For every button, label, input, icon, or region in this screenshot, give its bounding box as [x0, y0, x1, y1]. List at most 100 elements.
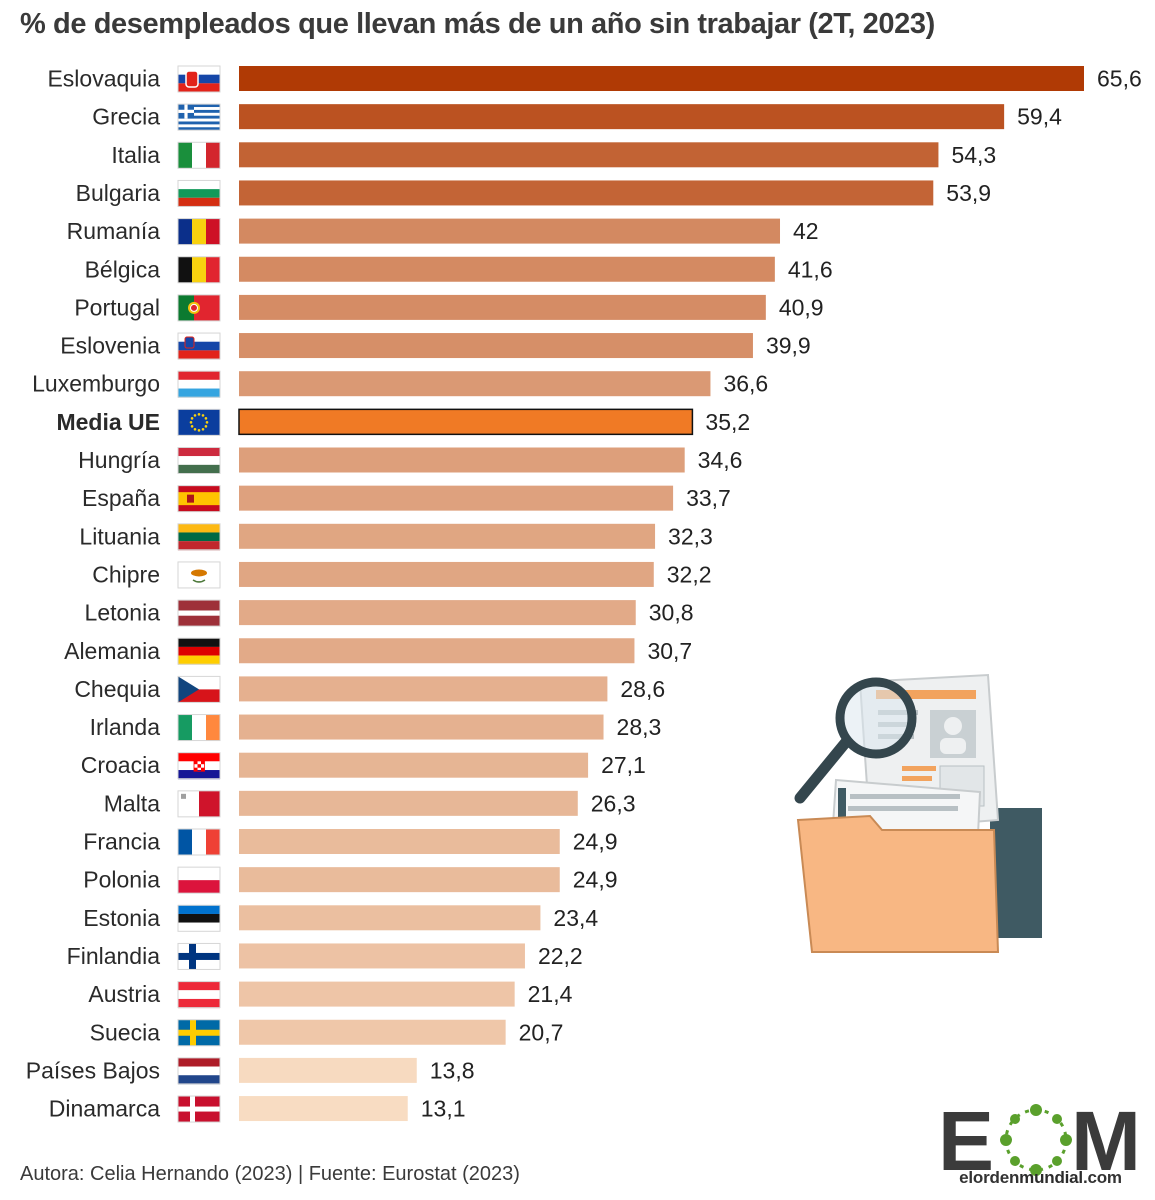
flag-sweden-icon [177, 1019, 221, 1047]
bar [239, 256, 775, 282]
category-label: Eslovaquia [47, 66, 160, 92]
category-label: Bulgaria [76, 180, 161, 206]
bar [239, 714, 604, 740]
logo-url: elordenmundial.com [938, 1168, 1143, 1188]
bar [238, 408, 694, 436]
bar [239, 829, 560, 854]
data-label: 27,1 [601, 752, 646, 778]
category-label: Francia [83, 829, 160, 855]
bar [239, 1096, 408, 1122]
category-label: Alemania [64, 638, 160, 664]
bar [239, 867, 560, 893]
data-label: 28,3 [617, 714, 662, 740]
bar-chart: Eslovaquia 65,6 Grecia 59,4 Italia 54,3 Bulgar… [26, 65, 1142, 1123]
data-label: 36,6 [723, 371, 768, 397]
bar [239, 790, 578, 816]
category-label: Croacia [81, 752, 160, 778]
logo-url-prefix: elorden [959, 1168, 1020, 1187]
category-label: Chipre [92, 561, 160, 587]
data-label: 34,6 [698, 447, 743, 473]
flag-czechia-icon [177, 675, 221, 703]
eom-logo: E M [938, 1098, 1141, 1188]
logo-letter-m: M [1071, 1098, 1141, 1188]
category-label: Portugal [74, 294, 160, 320]
bar [239, 485, 674, 511]
flag-luxembourg-icon [177, 370, 221, 398]
source-credit: Autora: Celia Hernando (2023) | Fuente: … [20, 1163, 520, 1185]
flag-austria-icon [177, 981, 221, 1009]
flag-latvia-icon [177, 599, 221, 627]
bar [239, 180, 934, 206]
category-label: Malta [104, 790, 160, 816]
data-label: 54,3 [951, 142, 996, 168]
category-label: España [82, 485, 160, 511]
flag-netherlands-icon [177, 1057, 221, 1085]
bar [239, 600, 636, 626]
flag-romania-icon [177, 218, 221, 246]
data-label: 26,3 [591, 790, 636, 816]
category-label: Dinamarca [49, 1096, 160, 1122]
data-label: 42 [793, 218, 819, 244]
bar [239, 943, 525, 969]
bar [239, 752, 589, 778]
data-label: 53,9 [946, 180, 991, 206]
bar [239, 333, 753, 359]
category-label: Lituania [79, 523, 160, 549]
bar [239, 1057, 417, 1083]
category-label: Italia [111, 142, 160, 168]
category-label: Finlandia [67, 943, 161, 969]
data-label: 30,8 [649, 600, 694, 626]
flag-italy-icon [177, 141, 221, 169]
bar [239, 104, 1005, 130]
category-label: Hungría [78, 447, 160, 473]
bar [239, 447, 685, 473]
flag-eu-icon [177, 408, 221, 436]
data-label: 24,9 [573, 867, 618, 893]
data-label: 23,4 [553, 905, 598, 931]
logo-url-accent: mundial [1019, 1168, 1083, 1187]
flag-denmark-icon [177, 1095, 221, 1123]
logo-letter-e: E [938, 1098, 994, 1188]
flag-ireland-icon [177, 714, 221, 742]
flag-poland-icon [177, 866, 221, 894]
flag-greece-icon [177, 103, 221, 131]
flag-slovakia-icon [177, 65, 221, 93]
flag-france-icon [177, 828, 221, 856]
flag-lithuania-icon [177, 523, 221, 551]
data-label: 33,7 [686, 485, 731, 511]
bar [239, 676, 608, 702]
data-label: 41,6 [788, 256, 833, 282]
bar [239, 294, 766, 320]
flag-malta-icon [177, 790, 221, 818]
bar [239, 66, 1084, 91]
flag-spain-icon [177, 485, 221, 513]
data-label: 32,3 [668, 523, 713, 549]
bar [239, 561, 654, 587]
data-label: 35,2 [705, 409, 750, 435]
flag-slovenia-icon [177, 332, 221, 360]
logo-url-suffix: .com [1082, 1168, 1122, 1187]
category-label: Chequia [74, 676, 160, 702]
flag-germany-icon [177, 637, 221, 665]
flag-estonia-icon [177, 904, 221, 932]
flag-finland-icon [177, 942, 221, 970]
data-label: 20,7 [519, 1019, 564, 1045]
logo-globe-icon [1000, 1104, 1072, 1176]
category-label: Países Bajos [26, 1057, 160, 1083]
data-label: 39,9 [766, 333, 811, 359]
category-label: Polonia [83, 867, 160, 893]
category-label: Irlanda [90, 714, 161, 740]
bar [239, 142, 939, 168]
data-label: 21,4 [528, 981, 573, 1007]
data-label: 24,9 [573, 829, 618, 855]
data-label: 13,1 [421, 1096, 466, 1122]
flag-croatia-icon [177, 752, 221, 780]
data-label: 28,6 [620, 676, 665, 702]
category-label: Austria [88, 981, 160, 1007]
bar [239, 1019, 506, 1045]
category-label: Rumanía [67, 218, 161, 244]
data-label: 13,8 [430, 1057, 475, 1083]
category-label: Media UE [56, 409, 160, 435]
flag-cyprus-icon [177, 561, 221, 589]
category-label: Luxemburgo [32, 371, 160, 397]
